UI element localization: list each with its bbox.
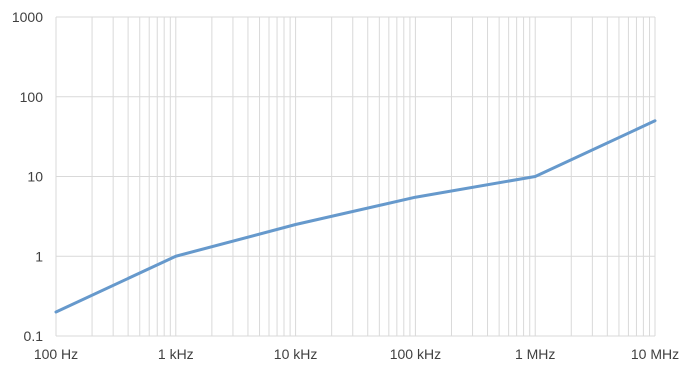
x-tick-label: 1 kHz <box>158 346 194 362</box>
x-tick-label: 10 kHz <box>274 346 318 362</box>
x-tick-label: 10 MHz <box>631 346 679 362</box>
x-axis-tick-labels: 100 Hz 1 kHz 10 kHz 100 kHz 1 MHz 10 MHz <box>34 346 679 362</box>
y-tick-label: 10 <box>27 169 43 185</box>
y-tick-label: 0.1 <box>24 328 44 344</box>
grid-lines <box>55 16 656 337</box>
x-tick-label: 100 Hz <box>34 346 78 362</box>
x-tick-label: 1 MHz <box>515 346 555 362</box>
series-line <box>54 119 657 314</box>
y-tick-label: 1 <box>35 248 43 264</box>
series-layer <box>54 119 657 314</box>
x-tick-label: 100 kHz <box>390 346 441 362</box>
y-tick-label: 1000 <box>12 9 43 25</box>
y-tick-label: 100 <box>20 89 44 105</box>
y-axis-tick-labels: 0.1 1 10 100 1000 <box>12 9 43 344</box>
